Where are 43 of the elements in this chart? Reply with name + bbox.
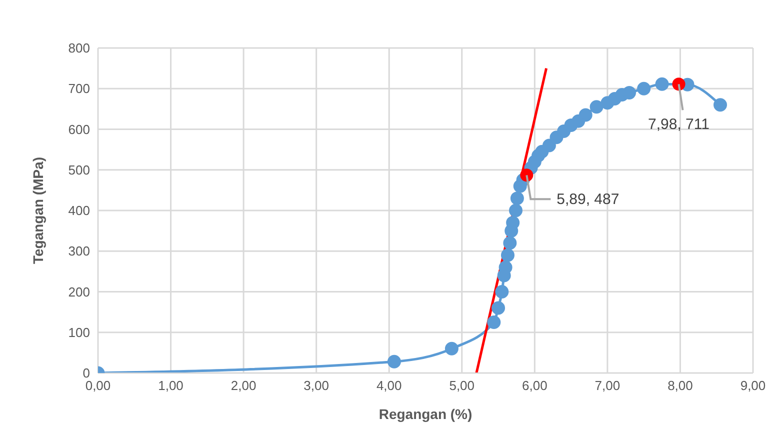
y-tick-label: 600: [68, 122, 90, 137]
x-tick-label: 8,00: [668, 378, 693, 394]
point: [444, 342, 458, 356]
x-axis-title: Regangan (%): [378, 406, 472, 422]
y-tick-label: 200: [68, 284, 90, 300]
point: [578, 108, 592, 122]
x-tick-label: 3,00: [304, 378, 329, 394]
annotation: 5,89, 487: [556, 191, 620, 208]
point: [506, 216, 520, 230]
x-tick-label: 9,00: [740, 378, 766, 394]
point: [622, 86, 636, 100]
y-tick-label: 800: [68, 40, 90, 56]
point: [520, 168, 534, 182]
point: [487, 315, 501, 329]
y-axis-title: Tegangan (MPa): [30, 156, 46, 264]
y-tick-label: 700: [68, 81, 90, 96]
point: [510, 192, 524, 206]
point: [590, 100, 604, 114]
y-tick-label: 500: [68, 162, 90, 178]
x-tick-label: 7,00: [594, 378, 620, 394]
point: [714, 98, 727, 112]
y-tick-label: 300: [68, 244, 90, 259]
point: [503, 236, 517, 250]
y-tick-label: 100: [68, 324, 90, 340]
point: [387, 354, 401, 368]
x-tick-label: 4,00: [376, 378, 402, 394]
y-tick-label: 400: [68, 203, 90, 218]
point: [655, 77, 669, 91]
x-tick-label: 6,00: [522, 378, 548, 394]
annotation: 7,98, 711: [648, 116, 710, 134]
point: [637, 82, 651, 96]
point: [672, 78, 686, 91]
point: [542, 138, 556, 152]
x-tick-label: 0,00: [85, 378, 111, 394]
y-tick-label: 0: [82, 366, 90, 381]
point: [495, 285, 509, 298]
point: [492, 301, 506, 315]
point: [498, 260, 512, 274]
x-tick-label: 2,00: [230, 378, 256, 394]
point: [508, 204, 522, 218]
x-tick-label: 5,00: [449, 378, 475, 394]
x-tick-label: 1,00: [158, 378, 184, 394]
point: [500, 248, 514, 262]
